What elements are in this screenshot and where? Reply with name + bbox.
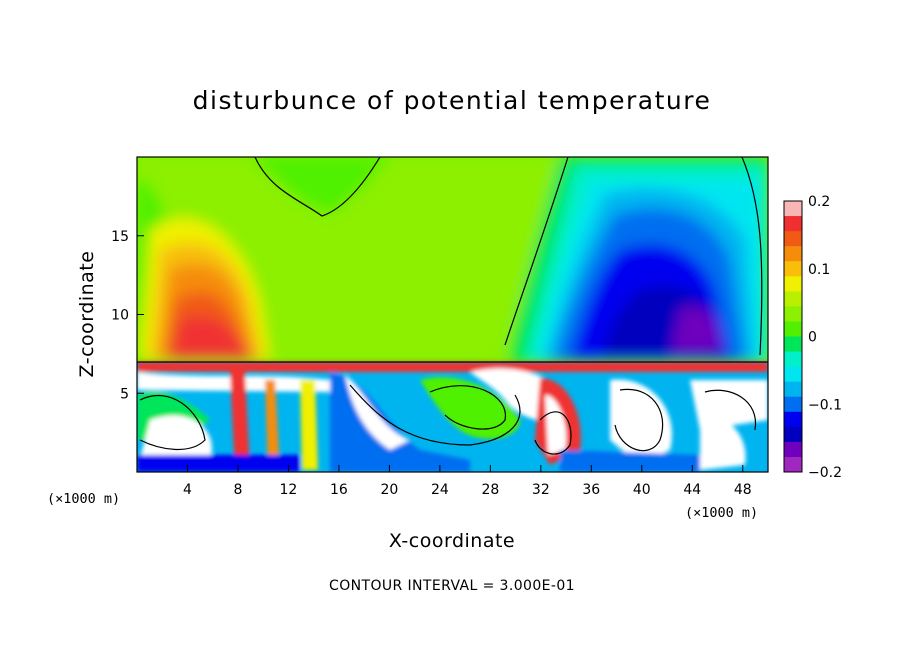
contour-interval-note: CONTOUR INTERVAL = 3.000E-01	[329, 578, 575, 594]
colorbar-swatch	[784, 246, 802, 262]
x-tick-label: 24	[431, 482, 449, 498]
x-tick-label: 36	[582, 482, 600, 498]
x-tick-label: 12	[280, 482, 298, 498]
colorbar-swatch	[784, 441, 802, 458]
colorbar-swatch	[784, 306, 802, 322]
colorbar-swatch	[784, 321, 802, 337]
lower-layer-structures	[137, 362, 768, 472]
heatmap-field	[137, 157, 768, 472]
x-tick-label: 40	[633, 482, 651, 498]
y-tick-label: 5	[120, 386, 129, 402]
colorbar-tick-label: 0	[808, 330, 817, 346]
colorbar-swatch	[784, 216, 802, 232]
x-tick-label: 48	[734, 482, 752, 498]
contour-lines	[137, 157, 768, 455]
colorbar-tick-label: −0.2	[808, 465, 842, 481]
x-unit-label-right: (×1000 m)	[685, 505, 758, 521]
y-axis-title: Z-coordinate	[76, 251, 98, 378]
colorbar-swatch	[784, 231, 802, 247]
x-axis-title: X-coordinate	[389, 530, 515, 552]
upper-layer-blobs	[137, 157, 768, 362]
colorbar-swatch	[784, 291, 802, 307]
colorbar-swatch	[784, 411, 802, 428]
colorbar-swatch	[784, 456, 802, 473]
colorbar-labels: 0.2 0.1 0 −0.1 −0.2	[808, 194, 842, 481]
colorbar-swatch	[784, 381, 802, 398]
colorbar-swatch	[784, 351, 802, 368]
colorbar-swatch	[784, 396, 802, 413]
x-tick-label: 32	[532, 482, 550, 498]
colorbar-swatch	[784, 276, 802, 292]
colorbar-swatch	[784, 201, 802, 217]
y-tick-label: 15	[111, 229, 129, 245]
colorbar-swatch	[784, 261, 802, 277]
x-unit-label-left: (×1000 m)	[47, 491, 120, 507]
colorbar	[783, 200, 803, 473]
x-tick-label: 28	[481, 482, 499, 498]
x-tick-label: 44	[683, 482, 701, 498]
x-tick-label: 20	[380, 482, 398, 498]
chart-title: disturbunce of potential temperature	[192, 86, 712, 115]
colorbar-swatch	[784, 366, 802, 383]
colorbar-tick-label: −0.1	[808, 397, 842, 413]
x-tick-label: 4	[183, 482, 192, 498]
x-tick-label: 16	[330, 482, 348, 498]
colorbar-tick-label: 0.1	[808, 262, 830, 278]
x-axis-ticks: 4 8 12 16 20 24 28 32 36 40 44 48	[183, 465, 752, 498]
colorbar-swatch	[784, 336, 802, 353]
y-axis-ticks: 5 10 15	[111, 229, 144, 402]
x-tick-label: 8	[233, 482, 242, 498]
colorbar-frame	[783, 200, 803, 473]
y-tick-label: 10	[111, 308, 129, 324]
colorbar-tick-label: 0.2	[808, 194, 830, 210]
colorbar-swatch	[784, 426, 802, 443]
